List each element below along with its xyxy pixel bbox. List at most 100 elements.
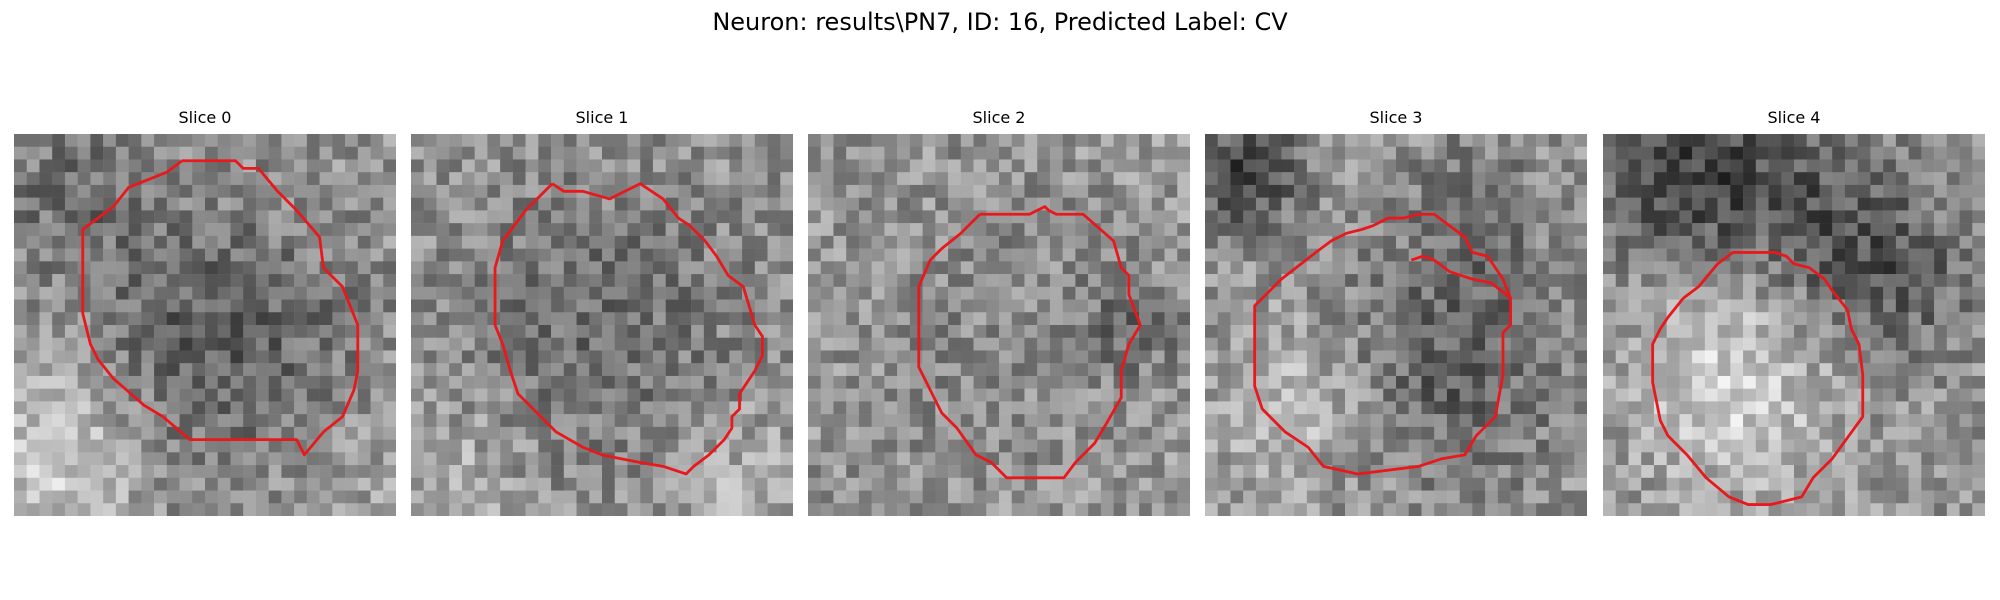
image-pixel bbox=[436, 274, 450, 288]
image-pixel bbox=[1243, 363, 1257, 377]
image-pixel bbox=[1243, 172, 1257, 186]
image-pixel bbox=[217, 477, 231, 491]
image-pixel bbox=[846, 146, 860, 160]
image-pixel bbox=[1164, 248, 1178, 262]
image-pixel bbox=[833, 375, 847, 389]
image-pixel bbox=[1113, 159, 1127, 173]
image-pixel bbox=[909, 414, 923, 428]
image-pixel bbox=[1692, 325, 1706, 338]
image-pixel bbox=[563, 388, 577, 402]
image-pixel bbox=[487, 235, 501, 249]
image-pixel bbox=[217, 363, 231, 377]
image-pixel bbox=[1049, 299, 1063, 313]
image-pixel bbox=[1628, 197, 1642, 211]
image-pixel bbox=[1972, 235, 1985, 249]
image-pixel bbox=[1857, 325, 1871, 338]
image-pixel bbox=[1692, 363, 1706, 377]
image-pixel bbox=[602, 210, 615, 224]
image-pixel bbox=[230, 286, 244, 300]
image-pixel bbox=[589, 375, 603, 389]
image-pixel bbox=[691, 490, 705, 504]
image-pixel bbox=[742, 401, 756, 415]
image-pixel bbox=[1357, 490, 1371, 504]
image-pixel bbox=[345, 363, 359, 377]
image-pixel bbox=[1781, 350, 1795, 364]
image-pixel bbox=[589, 261, 603, 275]
image-pixel bbox=[576, 248, 590, 262]
image-pixel bbox=[1666, 325, 1680, 338]
image-pixel bbox=[370, 350, 384, 364]
image-pixel bbox=[1603, 184, 1616, 198]
image-pixel bbox=[563, 159, 577, 173]
image-pixel bbox=[1062, 184, 1076, 198]
image-pixel bbox=[1294, 299, 1308, 313]
image-pixel bbox=[525, 146, 539, 160]
image-pixel bbox=[1177, 159, 1190, 173]
image-pixel bbox=[1151, 248, 1165, 262]
image-pixel bbox=[103, 401, 117, 415]
image-pixel bbox=[1857, 134, 1871, 147]
image-pixel bbox=[1319, 146, 1333, 160]
slice-image bbox=[411, 134, 793, 516]
image-pixel bbox=[1088, 350, 1102, 364]
image-pixel bbox=[115, 159, 129, 173]
image-pixel bbox=[1857, 159, 1871, 173]
image-pixel bbox=[1408, 223, 1422, 237]
image-pixel bbox=[230, 172, 244, 186]
image-pixel bbox=[1037, 465, 1051, 479]
image-pixel bbox=[1704, 261, 1718, 275]
image-pixel bbox=[77, 172, 91, 186]
image-pixel bbox=[1628, 172, 1642, 186]
image-pixel bbox=[1523, 490, 1537, 504]
image-pixel bbox=[1832, 261, 1846, 275]
image-pixel bbox=[691, 172, 705, 186]
image-pixel bbox=[1281, 248, 1295, 262]
image-pixel bbox=[1883, 274, 1897, 288]
image-pixel bbox=[1743, 312, 1757, 326]
image-pixel bbox=[281, 223, 295, 237]
image-pixel bbox=[754, 299, 768, 313]
image-pixel bbox=[1151, 414, 1165, 428]
image-pixel bbox=[1049, 325, 1063, 338]
image-pixel bbox=[1717, 325, 1731, 338]
image-pixel bbox=[1548, 184, 1562, 198]
image-pixel bbox=[909, 325, 923, 338]
image-pixel bbox=[1459, 363, 1473, 377]
image-pixel bbox=[846, 274, 860, 288]
image-pixel bbox=[1548, 312, 1562, 326]
image-pixel bbox=[487, 465, 501, 479]
image-pixel bbox=[1011, 184, 1025, 198]
image-pixel bbox=[461, 325, 475, 338]
image-pixel bbox=[1177, 210, 1190, 224]
image-pixel bbox=[115, 375, 129, 389]
image-pixel bbox=[1434, 426, 1448, 440]
image-pixel bbox=[512, 477, 526, 491]
image-pixel bbox=[808, 146, 821, 160]
image-pixel bbox=[154, 452, 168, 466]
image-pixel bbox=[1357, 299, 1371, 313]
image-pixel bbox=[948, 299, 962, 313]
image-pixel bbox=[461, 350, 475, 364]
image-pixel bbox=[294, 134, 308, 147]
image-pixel bbox=[678, 159, 692, 173]
image-pixel bbox=[103, 312, 117, 326]
image-pixel bbox=[1255, 490, 1269, 504]
image-pixel bbox=[1844, 172, 1858, 186]
image-pixel bbox=[871, 452, 885, 466]
image-pixel bbox=[357, 210, 371, 224]
image-pixel bbox=[1319, 325, 1333, 338]
image-pixel bbox=[820, 172, 834, 186]
image-pixel bbox=[230, 490, 244, 504]
image-pixel bbox=[1205, 350, 1218, 364]
image-pixel bbox=[357, 477, 371, 491]
image-pixel bbox=[1255, 337, 1269, 351]
image-pixel bbox=[500, 299, 514, 313]
image-pixel bbox=[525, 363, 539, 377]
image-pixel bbox=[627, 235, 641, 249]
image-pixel bbox=[461, 261, 475, 275]
image-pixel bbox=[1408, 439, 1422, 453]
image-pixel bbox=[1844, 477, 1858, 491]
image-pixel bbox=[1806, 388, 1820, 402]
image-pixel bbox=[1819, 184, 1833, 198]
image-pixel bbox=[640, 248, 654, 262]
